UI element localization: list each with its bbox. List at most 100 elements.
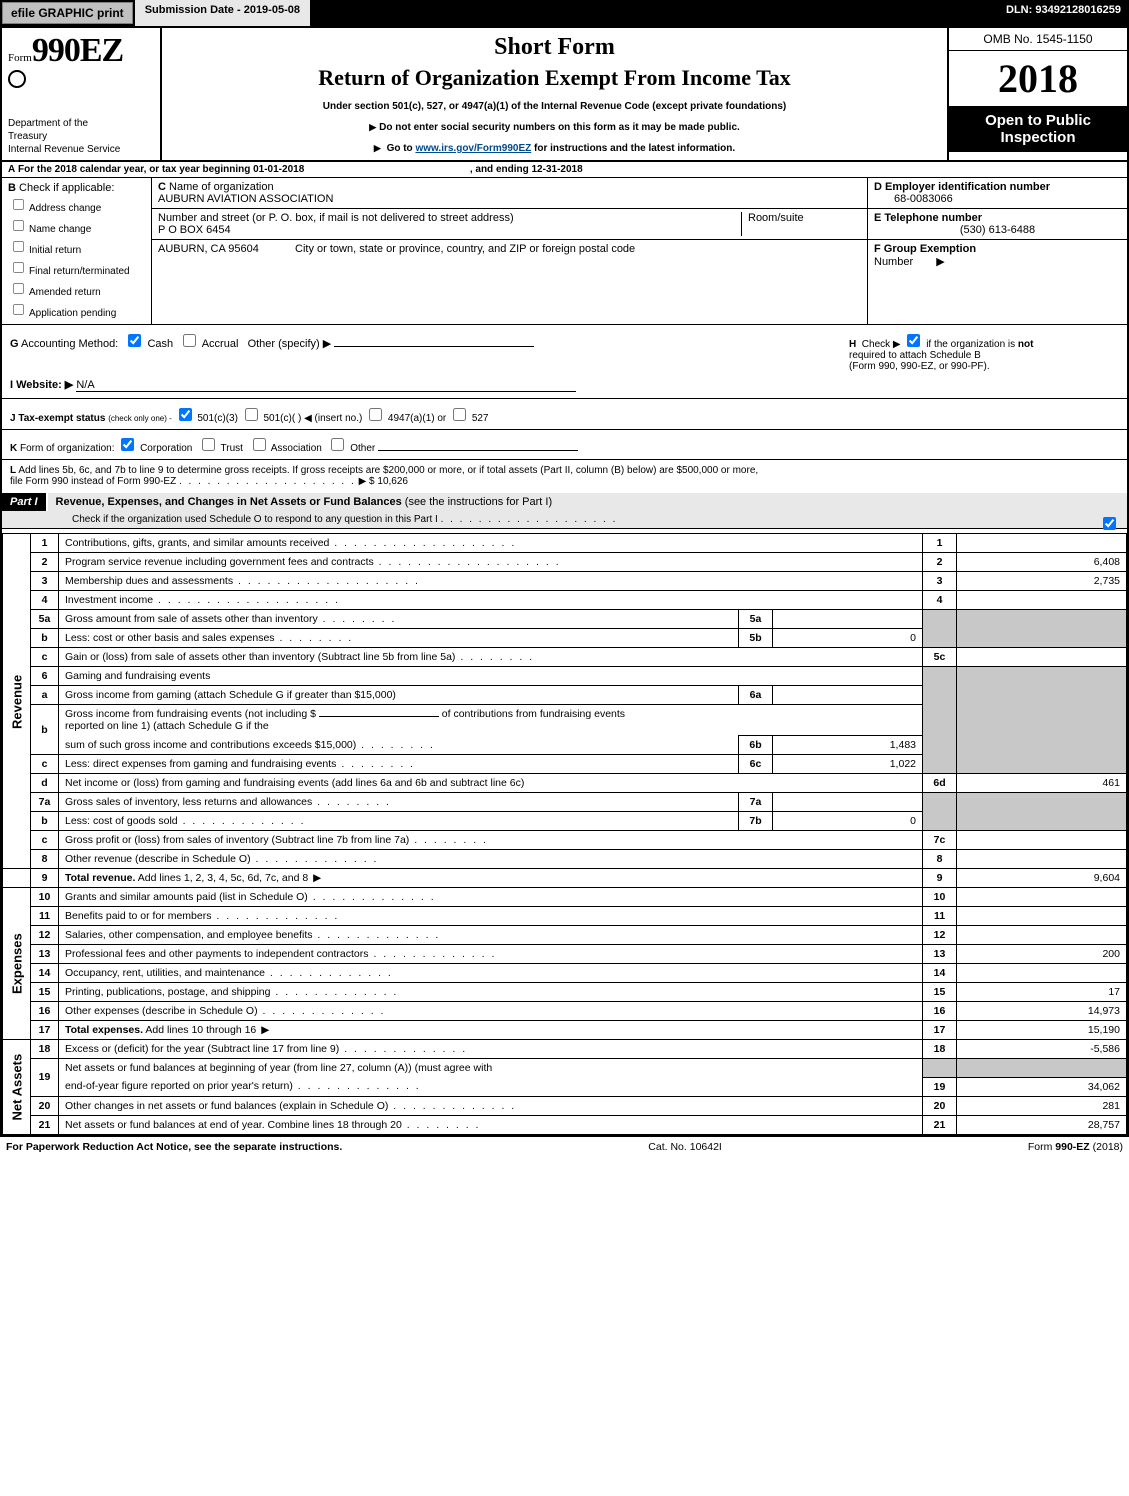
chk-accrual[interactable] [183,334,196,347]
efile-print-button[interactable]: efile GRAPHIC print [2,2,133,24]
form-header: Form990EZ Department of the Treasury Int… [2,28,1127,162]
part-1-sub-text: Check if the organization used Schedule … [72,514,438,525]
chk-final-return[interactable]: Final return/terminated [8,257,145,278]
addr-label: Number and street (or P. O. box, if mail… [158,212,514,224]
dots-tri [308,872,323,884]
dots [369,948,497,960]
line-num: c [31,831,59,850]
line-subnum: 5b [739,629,773,648]
chk-501c3[interactable] [179,408,192,421]
open-to-public: Open to Public Inspection [949,106,1127,152]
chk-other-org[interactable] [331,438,344,451]
line-subnum: 6b [739,736,773,755]
chk-corporation[interactable] [121,438,134,451]
line-rnum: 19 [923,1077,957,1096]
table-row: 21 Net assets or fund balances at end of… [3,1115,1127,1134]
f-label2: Number [874,256,913,268]
table-row: d Net income or (loss) from gaming and f… [3,774,1127,793]
i-pre: I Website: ▶ [10,379,73,391]
f-label: F Group Exemption [874,243,976,255]
dots [265,967,393,979]
line-desc-2: Add lines 10 through 16 [145,1024,256,1036]
cell-ein: D Employer identification number 68-0083… [868,178,1127,209]
footer-right-post: (2018) [1093,1141,1123,1153]
chk-association[interactable] [253,438,266,451]
chk-address-change[interactable]: Address change [8,194,145,215]
line-rnum: 5c [923,648,957,667]
footer-right: Form 990-EZ (2018) [1028,1141,1123,1153]
irs-link[interactable]: www.irs.gov/Form990EZ [415,143,531,154]
line-rnum: 16 [923,1002,957,1021]
g-accrual: Accrual [202,338,239,350]
footer-right-pre: Form [1028,1141,1055,1153]
line-num: c [31,648,59,667]
chk-501c[interactable] [245,408,258,421]
row-a: A For the 2018 calendar year, or tax yea… [2,162,1127,178]
line-num: c [31,755,59,774]
label-a: A [8,164,15,175]
section-jkl: J Tax-exempt status (check only one) - 5… [2,399,1127,493]
line-rval: 6,408 [957,553,1127,572]
line-num: 18 [31,1040,59,1059]
k-assoc: Association [271,443,322,454]
j-note: (check only one) - [108,414,172,423]
chk-initial-return[interactable]: Initial return [8,236,145,257]
chk-schedule-b[interactable] [907,334,920,347]
chk-amended-return-label: Amended return [29,287,101,298]
table-row: 17 Total expenses. Add lines 10 through … [3,1021,1127,1040]
line-desc-2: Add lines 1, 2, 3, 4, 5c, 6d, 7c, and 8 [138,872,308,884]
table-row: 4 Investment income 4 [3,591,1127,610]
line-num: d [31,774,59,793]
dots [293,1080,421,1092]
line-desc: Investment income [65,594,340,606]
chk-schedule-o[interactable] [1103,517,1116,530]
table-row: 3 Membership dues and assessments 3 2,73… [3,572,1127,591]
chk-name-change[interactable]: Name change [8,215,145,236]
line-desc: Gain or (loss) from sale of assets other… [65,651,455,663]
line-rval: 15,190 [957,1021,1127,1040]
table-row: Revenue 1 Contributions, gifts, grants, … [3,534,1127,553]
line-desc-bold: Total revenue. [65,872,135,884]
line-rval [957,907,1127,926]
side-label-blank [3,869,31,888]
line-rnum: 6d [923,774,957,793]
chk-amended-return[interactable]: Amended return [8,278,145,299]
table-row: 9 Total revenue. Add lines 1, 2, 3, 4, 5… [3,869,1127,888]
line-desc: Net income or (loss) from gaming and fun… [59,774,923,793]
table-row: 7a Gross sales of inventory, less return… [3,793,1127,812]
submission-date: Submission Date - 2019-05-08 [135,0,310,26]
header-mid: Short Form Return of Organization Exempt… [162,28,947,160]
part-1-sub-check [1099,514,1119,533]
line-desc: Other changes in net assets or fund bala… [65,1100,388,1112]
chk-527[interactable] [453,408,466,421]
dept-line-1: Department of the [8,116,154,129]
top-bar: efile GRAPHIC print Submission Date - 20… [0,0,1129,26]
g-text: Accounting Method: [21,338,118,350]
line-desc-2: of contributions from fundraising events [442,708,625,720]
j-pre: J Tax-exempt status [10,413,105,424]
dots [409,834,488,846]
line-subval: 0 [773,629,923,648]
line-subval: 0 [773,812,923,831]
shade-cell [923,610,957,648]
line-desc: Gross income from gaming (attach Schedul… [59,686,739,705]
line-desc: Less: direct expenses from gaming and fu… [65,758,415,770]
chk-application-pending[interactable]: Application pending [8,299,145,320]
shade-cell [957,1059,1127,1078]
line-rnum: 14 [923,964,957,983]
chk-trust[interactable] [202,438,215,451]
chk-cash[interactable] [128,334,141,347]
line-desc: Net assets or fund balances at end of ye… [65,1119,402,1131]
dots [270,986,398,998]
dots [388,1100,516,1112]
k-text: Form of organization: [20,443,115,454]
shade-cell [923,1059,957,1078]
form-number-big: 990EZ [32,32,123,69]
chk-4947[interactable] [369,408,382,421]
i-value: N/A [76,379,94,391]
column-c: C Name of organization AUBURN AVIATION A… [152,178,867,324]
line-subnum: 6a [739,686,773,705]
part-1-title-note: (see the instructions for Part I) [405,496,552,508]
line-subval: 1,483 [773,736,923,755]
page-footer: For Paperwork Reduction Act Notice, see … [0,1137,1129,1157]
